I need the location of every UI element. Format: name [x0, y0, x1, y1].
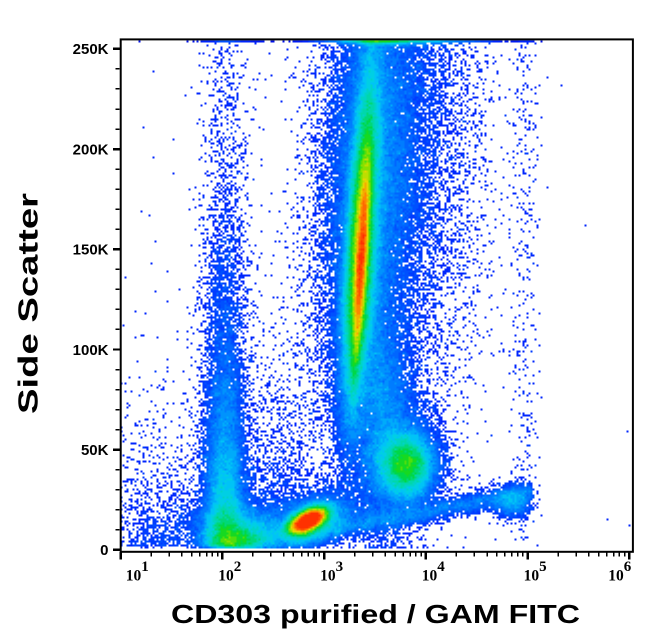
- svg-text:150K: 150K: [73, 242, 109, 259]
- svg-text:0: 0: [100, 542, 108, 559]
- svg-text:CD303 purified / GAM FITC: CD303 purified / GAM FITC: [171, 599, 580, 629]
- svg-text:50K: 50K: [81, 442, 109, 459]
- svg-text:100K: 100K: [73, 342, 109, 359]
- svg-text:200K: 200K: [73, 141, 109, 158]
- svg-text:Side Scatter: Side Scatter: [13, 193, 44, 414]
- svg-text:250K: 250K: [73, 41, 109, 58]
